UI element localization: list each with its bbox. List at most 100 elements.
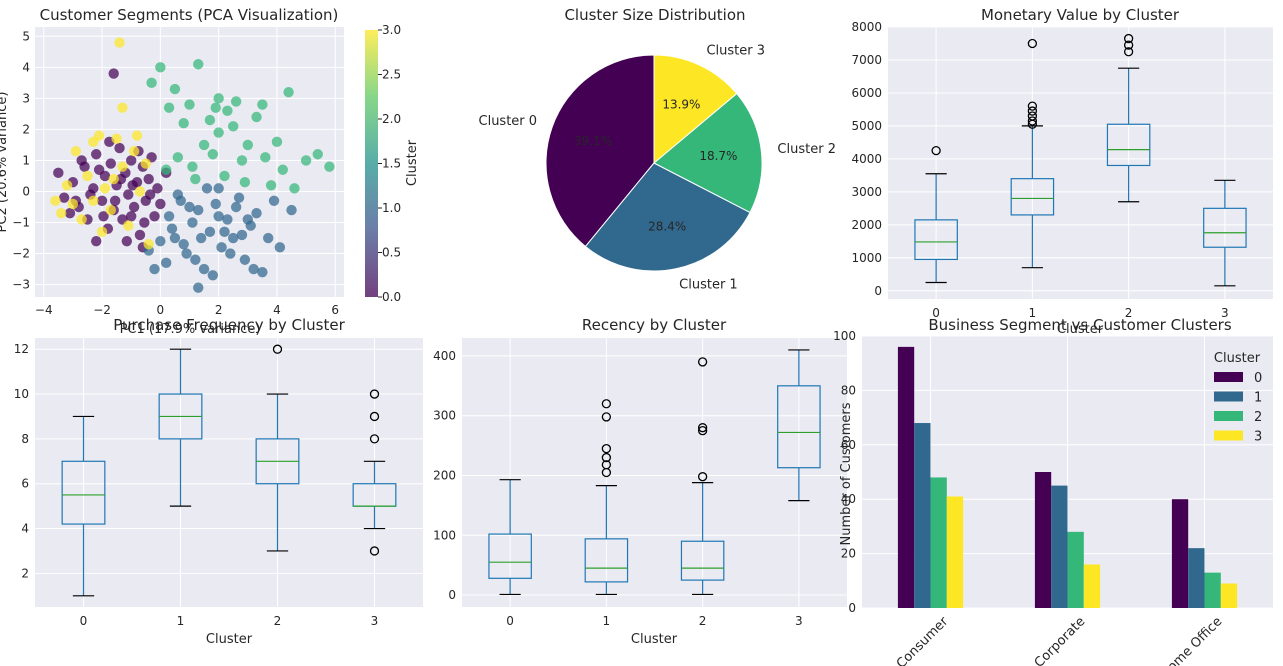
scatter-point-cluster-1: [257, 266, 268, 278]
box-flier: [697, 423, 708, 433]
scatter-point-cluster-3: [50, 195, 61, 206]
box-flier: [931, 145, 941, 156]
monetary-xlabel: Cluster: [1057, 322, 1104, 337]
scatter-point-cluster-2: [236, 155, 248, 166]
pie-pct-label: 18.7%: [699, 149, 737, 163]
pie-title: Cluster Size Distribution: [564, 6, 745, 24]
box-flier: [601, 399, 612, 409]
scatter-point-cluster-1: [207, 270, 219, 281]
recency-plot-area: [462, 338, 847, 607]
scatter-point-cluster-2: [155, 62, 166, 73]
scatter-point-cluster-3: [99, 183, 111, 194]
scatter-point-cluster-1: [242, 214, 254, 225]
segment-legend: Cluster 0 1 2 3: [1214, 351, 1262, 445]
scatter-point-cluster-2: [219, 170, 230, 182]
frequency-xlabel: Cluster: [206, 632, 253, 647]
bar-series-3: [946, 496, 964, 608]
scatter-point-cluster-2: [277, 164, 288, 175]
pie-slice-0: [545, 54, 655, 248]
scatter-ytick-label: 4: [22, 60, 30, 74]
bar-ytick-label: 0: [848, 601, 856, 615]
scatter-xtick-label: 0: [157, 303, 165, 317]
box-ytick-label: 300: [433, 409, 456, 423]
monetary-title: Monetary Value by Cluster: [981, 6, 1180, 24]
legend-swatch-1: [1214, 391, 1243, 402]
scatter-point-cluster-3: [88, 195, 99, 206]
segment-legend-title: Cluster: [1214, 351, 1261, 366]
scatter-xtick-label: 2: [215, 303, 223, 317]
box-ytick-label: 12: [14, 342, 29, 356]
scatter-point-cluster-0: [108, 68, 119, 79]
legend-label: 1: [1254, 391, 1262, 406]
scatter-point-cluster-3: [134, 186, 146, 197]
scatter-point-cluster-2: [213, 93, 224, 104]
bar-series-2: [930, 477, 947, 608]
colorbar-label: Cluster: [405, 139, 420, 186]
monetary-panel: Monetary Value by Cluster 0 1000 2000 3000 4…: [851, 6, 1273, 337]
legend-swatch-0: [1214, 372, 1243, 382]
box-body: [584, 538, 629, 583]
scatter-point-cluster-1: [178, 239, 189, 250]
pie-label: Cluster 1: [679, 278, 738, 293]
scatter-point-cluster-1: [190, 254, 201, 265]
box-flier: [601, 443, 612, 454]
scatter-point-cluster-1: [195, 232, 207, 244]
bar-series-1: [1188, 548, 1205, 608]
box-ytick-label: 400: [433, 349, 456, 363]
box-xtick-label: 2: [1125, 306, 1133, 320]
scatter-point-cluster-2: [213, 127, 224, 138]
scatter-point-cluster-1: [184, 201, 195, 213]
scatter-point-cluster-1: [268, 195, 280, 206]
scatter-point-cluster-2: [187, 161, 198, 172]
scatter-xtick-label: 4: [273, 303, 281, 317]
scatter-point-cluster-1: [263, 232, 274, 244]
scatter-point-cluster-0: [96, 195, 108, 206]
scatter-point-cluster-0: [91, 235, 102, 247]
scatter-point-cluster-0: [139, 217, 150, 228]
scatter-xtick-label: −2: [93, 303, 111, 317]
scatter-point-cluster-1: [230, 201, 242, 213]
scatter-point-cluster-0: [91, 149, 102, 160]
scatter-point-cluster-1: [251, 208, 262, 219]
scatter-point-cluster-2: [210, 102, 221, 113]
box-xtick-label: 3: [795, 614, 803, 628]
box-xtick-label: 1: [177, 614, 185, 628]
segment-ylabel: Number of Customers: [839, 402, 854, 545]
box-flier: [697, 357, 708, 367]
box-flier: [601, 460, 612, 470]
box-ytick-label: 0: [874, 284, 882, 298]
pie-label: Cluster 3: [706, 43, 765, 58]
scatter-point-cluster-0: [109, 195, 121, 206]
scatter-ytick-label: 5: [22, 29, 30, 43]
scatter-point-cluster-0: [125, 211, 137, 222]
scatter-point-cluster-1: [225, 248, 236, 259]
scatter-point-cluster-1: [213, 183, 224, 194]
scatter-point-cluster-0: [128, 201, 140, 213]
scatter-point-cluster-1: [163, 211, 175, 222]
scatter-point-cluster-0: [98, 211, 109, 222]
scatter-point-cluster-1: [166, 223, 178, 234]
pie-panel: Cluster Size Distribution Cluster 0 39.1%…: [479, 6, 836, 293]
monetary-boxes: 0 1000 2000 3000 4000 5000 6000 7000 8000 0 1 2 3: [851, 20, 1273, 320]
pie-slice-3: [653, 54, 738, 165]
scatter-point-cluster-1: [286, 204, 297, 216]
monetary-plot-area: [888, 27, 1273, 299]
legend-label: 3: [1254, 430, 1262, 445]
scatter-point-cluster-2: [222, 105, 233, 116]
scatter-point-cluster-1: [233, 192, 245, 203]
bar-ytick-label: 100: [833, 329, 856, 343]
box-ytick-label: 10: [14, 387, 29, 401]
scatter-point-cluster-1: [155, 235, 166, 247]
scatter-point-cluster-0: [53, 167, 64, 179]
scatter-point-cluster-1: [201, 183, 213, 194]
bar-series-0: [1171, 499, 1189, 608]
box-flier: [1027, 111, 1038, 121]
box-ytick-label: 8000: [851, 20, 882, 34]
scatter-point-cluster-1: [210, 198, 221, 210]
pie-slices: [545, 54, 763, 272]
scatter-point-cluster-1: [198, 263, 210, 275]
scatter-point-cluster-1: [236, 229, 248, 241]
frequency-plot-area: [35, 338, 423, 607]
